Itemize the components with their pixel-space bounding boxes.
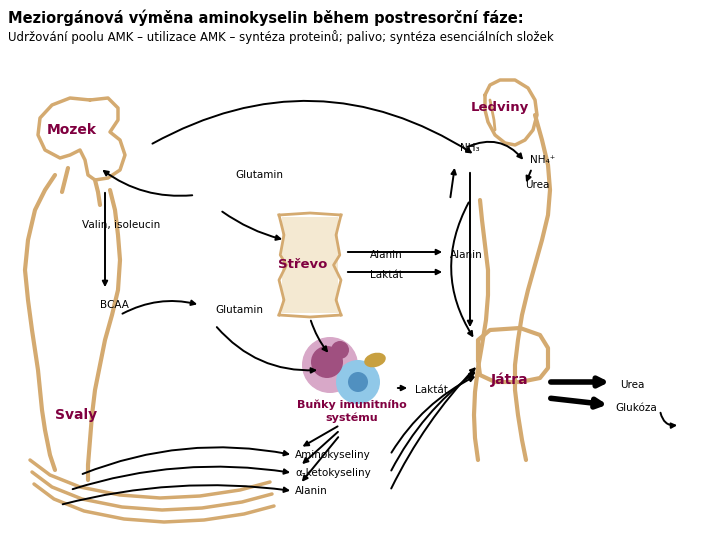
Text: Urea: Urea (620, 380, 644, 390)
Text: Glukóza: Glukóza (615, 403, 657, 413)
Circle shape (302, 337, 358, 393)
Text: Játra: Játra (491, 373, 528, 387)
Text: Ledviny: Ledviny (471, 102, 529, 114)
Text: Meziorgánová výměna aminokyselin během postresorční fáze:: Meziorgánová výměna aminokyselin během p… (8, 10, 523, 26)
Text: NH₄⁺: NH₄⁺ (530, 155, 555, 165)
Text: Glutamin: Glutamin (235, 170, 283, 180)
Text: Glutamin: Glutamin (215, 305, 263, 315)
Text: NH₃: NH₃ (460, 143, 480, 153)
Ellipse shape (364, 353, 386, 367)
Text: Alanin: Alanin (370, 250, 402, 260)
Text: Alanin: Alanin (295, 486, 328, 496)
Text: α-ketokyseliny: α-ketokyseliny (295, 468, 371, 478)
Text: Střevo: Střevo (279, 259, 328, 272)
Text: Urea: Urea (525, 180, 549, 190)
Circle shape (348, 372, 368, 392)
Text: Laktát: Laktát (370, 270, 403, 280)
Text: BCAA: BCAA (100, 300, 129, 310)
Text: Laktát: Laktát (415, 385, 448, 395)
Text: Mozek: Mozek (47, 123, 97, 137)
Text: Svaly: Svaly (55, 408, 97, 422)
Circle shape (311, 346, 343, 378)
Polygon shape (282, 217, 338, 313)
Text: Buňky imunitního
systému: Buňky imunitního systému (297, 400, 407, 423)
Text: Valin, isoleucin: Valin, isoleucin (82, 220, 161, 230)
Circle shape (336, 360, 380, 404)
Text: Aminokyseliny: Aminokyseliny (295, 450, 371, 460)
Circle shape (331, 341, 349, 359)
Text: Alanin: Alanin (450, 250, 482, 260)
Text: Udržování poolu AMK – utilizace AMK – syntéza proteinů; palivo; syntéza esenciál: Udržování poolu AMK – utilizace AMK – sy… (8, 30, 554, 44)
